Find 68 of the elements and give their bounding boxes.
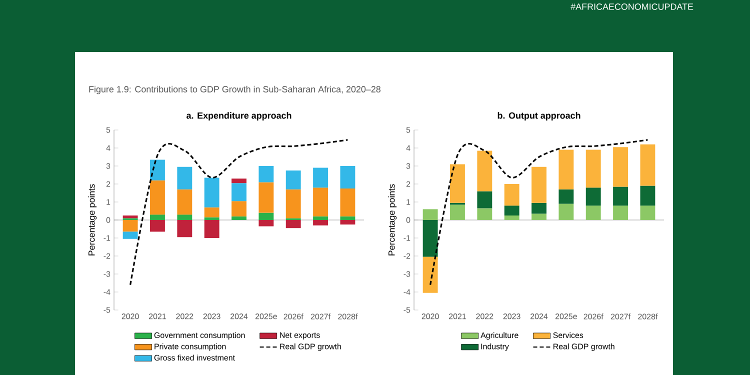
bar xyxy=(532,202,546,214)
bar xyxy=(640,144,656,186)
bar xyxy=(258,182,274,213)
bar xyxy=(286,189,301,218)
bar xyxy=(232,178,246,184)
bar xyxy=(640,186,656,206)
bar xyxy=(422,220,438,257)
bar xyxy=(122,215,138,218)
bar xyxy=(613,186,628,206)
bar xyxy=(177,220,192,238)
caption: Figure 1.9: Contributions to GDP Growth in Sub-Saharan Africa, 2020–28 xyxy=(89,86,380,94)
bar xyxy=(204,178,220,208)
bar xyxy=(232,183,246,202)
bar xyxy=(258,212,274,220)
bar xyxy=(422,209,438,220)
bar xyxy=(150,214,165,220)
chart-title: a. Expenditure approach xyxy=(186,112,292,120)
bar xyxy=(558,189,574,204)
bar xyxy=(177,189,192,215)
bar xyxy=(504,206,520,216)
bar xyxy=(586,206,601,220)
bar xyxy=(586,150,601,188)
y-axis-title: Percentage points xyxy=(388,184,397,256)
bar xyxy=(613,147,628,187)
bar xyxy=(340,216,356,220)
bar xyxy=(313,168,328,188)
line-series xyxy=(430,139,649,286)
bar xyxy=(177,214,192,220)
bar xyxy=(613,206,628,220)
bar xyxy=(504,215,520,220)
bar xyxy=(532,214,546,220)
bar xyxy=(122,220,138,232)
bar xyxy=(204,217,220,220)
bar xyxy=(586,188,601,206)
bar xyxy=(477,191,492,208)
bar xyxy=(313,188,328,216)
bar xyxy=(232,201,246,216)
bar xyxy=(450,204,465,220)
bar xyxy=(286,220,301,228)
bar xyxy=(313,220,328,226)
line-series xyxy=(130,139,348,286)
text: #AFRICAECONOMICUPDATE xyxy=(570,4,694,10)
bar xyxy=(640,206,656,220)
bar xyxy=(450,164,465,203)
bar xyxy=(340,220,356,224)
bar xyxy=(504,184,520,206)
bar xyxy=(340,188,356,216)
bar xyxy=(122,232,138,239)
bar xyxy=(340,166,356,188)
bar xyxy=(150,220,165,232)
chart-title: b. Output approach xyxy=(498,112,580,120)
bar xyxy=(150,160,165,180)
bar xyxy=(258,166,274,182)
bar xyxy=(258,220,274,226)
bar xyxy=(232,216,246,220)
bar xyxy=(177,166,192,190)
bar xyxy=(150,180,165,215)
bar xyxy=(558,204,574,220)
bar xyxy=(477,150,492,192)
bar xyxy=(204,207,220,218)
bar xyxy=(313,216,328,220)
y-axis-title: Percentage points xyxy=(88,184,97,256)
bar xyxy=(532,166,546,203)
bar xyxy=(204,220,220,238)
bar xyxy=(422,256,438,293)
bar xyxy=(286,170,301,190)
bar xyxy=(477,208,492,220)
bar xyxy=(558,150,574,190)
